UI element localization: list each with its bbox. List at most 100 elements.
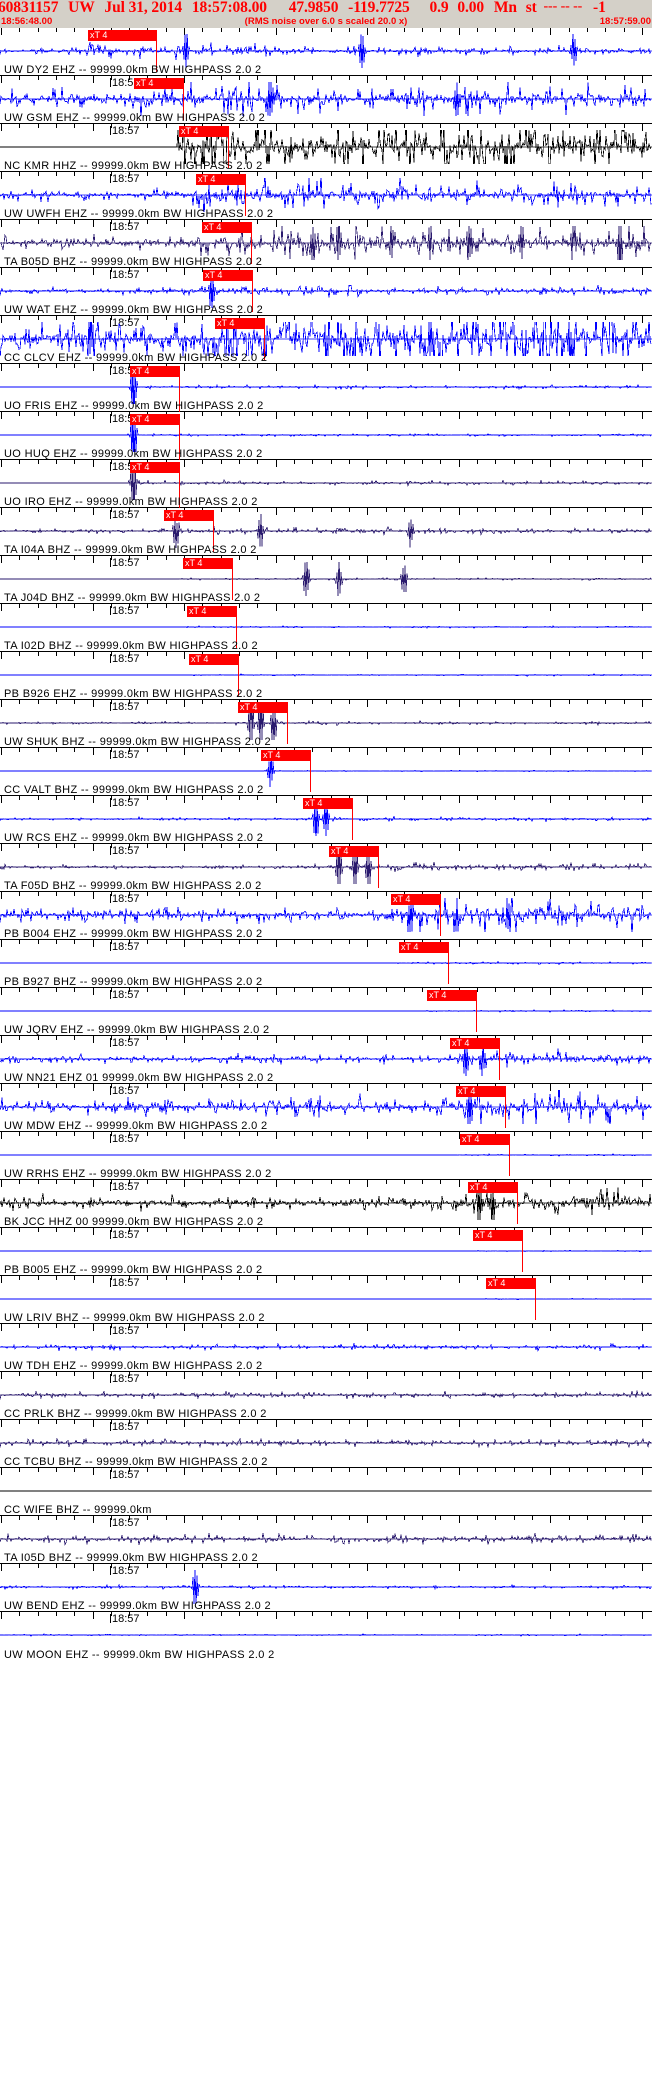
p-arrival-marker[interactable]: xT 4 [391, 894, 440, 905]
p-arrival-marker[interactable]: xT 4 [329, 846, 378, 857]
trace-row[interactable]: 18:57 UW TDH EHZ -- 99999.0km BW HIGHPASS… [0, 1324, 652, 1372]
p-arrival-marker[interactable]: xT 4 [134, 78, 183, 89]
time-tick [550, 508, 551, 515]
trace-row[interactable]: 18:57 xT 4 PB B926 EHZ -- 99999.0km BW HIG… [0, 652, 652, 700]
trace-row[interactable]: 18:57 xT 4 UW NN21 EHZ 01 99999.0km BW HIG… [0, 1036, 652, 1084]
trace-row[interactable]: 18:57 xT 4 TA I02D BHZ -- 99999.0km BW HIG… [0, 604, 652, 652]
trace-row[interactable]: 18:57 xT 4 UW MDW EHZ -- 99999.0km BW HIGH… [0, 1084, 652, 1132]
p-arrival-line [183, 78, 184, 120]
time-tick [93, 1276, 94, 1283]
time-tick [440, 1276, 441, 1280]
time-tick [74, 364, 75, 368]
time-tick [349, 172, 350, 176]
p-arrival-marker[interactable]: xT 4 [183, 558, 232, 569]
trace-row[interactable]: 18:57 xT 4 PB B005 EHZ -- 99999.0km BW HIG… [0, 1228, 652, 1276]
minute-tick-text: 18:57 [112, 1277, 140, 1289]
trace-row[interactable]: 18:57 UW MOON EHZ -- 99999.0km BW HIGHPAS… [0, 1612, 652, 1660]
time-tick [129, 1372, 130, 1376]
time-tick [257, 1036, 258, 1040]
trace-row[interactable]: 18:57 xT 4 UW SHUK BHZ -- 99999.0km BW HIG… [0, 700, 652, 748]
time-tick [276, 1036, 277, 1043]
p-arrival-marker[interactable]: xT 4 [196, 174, 245, 185]
p-arrival-marker[interactable]: xT 4 [130, 414, 179, 425]
time-tick [257, 748, 258, 752]
time-tick [74, 1036, 75, 1040]
trace-row[interactable]: 18:57 UW BEND EHZ -- 99999.0km BW HIGHPAS… [0, 1564, 652, 1612]
time-tick [221, 1468, 222, 1472]
time-tick [587, 556, 588, 560]
trace-row[interactable]: 18:57 TA I05D BHZ -- 99999.0km BW HIGHPAS… [0, 1516, 652, 1564]
p-arrival-marker[interactable]: xT 4 [238, 702, 287, 713]
p-arrival-marker[interactable]: xT 4 [130, 366, 179, 377]
trace-row[interactable]: 18:57 CC PRLK BHZ -- 99999.0km BW HIGHPAS… [0, 1372, 652, 1420]
p-arrival-marker[interactable]: xT 4 [399, 942, 448, 953]
p-arrival-marker[interactable]: xT 4 [261, 750, 310, 761]
trace-row[interactable]: 18:57 xT 4 UW RRHS EHZ -- 99999.0km BW HIG… [0, 1132, 652, 1180]
trace-row[interactable]: 18:57 xT 4 UW LRIV BHZ -- 99999.0km BW HIG… [0, 1276, 652, 1324]
time-tick [221, 1372, 222, 1376]
time-tick [74, 1132, 75, 1136]
time-tick [624, 988, 625, 992]
p-arrival-marker[interactable]: xT 4 [164, 510, 213, 521]
trace-row[interactable]: 18:57 xT 4 UW RCS EHZ -- 99999.0km BW HIGH… [0, 796, 652, 844]
time-tick [624, 652, 625, 656]
trace-row[interactable]: 18:57 xT 4 UW JQRV EHZ -- 99999.0km BW HIG… [0, 988, 652, 1036]
trace-row[interactable]: 18:57 CC TCBU BHZ -- 99999.0km BW HIGHPAS… [0, 1420, 652, 1468]
p-arrival-marker[interactable]: xT 4 [215, 318, 264, 329]
time-tick [56, 1132, 57, 1136]
trace-row[interactable]: 18:57 xT 4 NC KMR HHZ -- 99999.0km BW HIGH… [0, 124, 652, 172]
p-arrival-marker[interactable]: xT 4 [189, 654, 238, 665]
time-tick [587, 124, 588, 128]
trace-row[interactable]: 18:57 xT 4 UW WAT EHZ -- 99999.0km BW HIGH… [0, 268, 652, 316]
trace-row[interactable]: 18:57 xT 4 UO IRO EHZ -- 99999.0km BW HIGH… [0, 460, 652, 508]
trace-row[interactable]: 18:57 xT 4 UO HUQ EHZ -- 99999.0km BW HIGH… [0, 412, 652, 460]
time-tick [312, 748, 313, 752]
trace-row[interactable]: 18:57 xT 4 CC VALT BHZ -- 99999.0km BW HIG… [0, 748, 652, 796]
trace-station-label: UW DY2 EHZ -- 99999.0km BW HIGHPASS 2.0 … [4, 64, 262, 76]
time-tick [166, 220, 167, 224]
p-arrival-marker[interactable]: xT 4 [187, 606, 236, 617]
p-arrival-marker[interactable]: xT 4 [203, 270, 252, 281]
p-arrival-marker[interactable]: xT 4 [202, 222, 251, 233]
time-axis-ticks [0, 1228, 652, 1235]
time-tick [587, 892, 588, 896]
p-arrival-marker[interactable]: xT 4 [473, 1230, 522, 1241]
trace-row[interactable]: 18:57 xT 4 PB B004 EHZ -- 99999.0km BW HIG… [0, 892, 652, 940]
trace-row[interactable]: 18:57 xT 4 TA J04D BHZ -- 99999.0km BW HIG… [0, 556, 652, 604]
p-arrival-marker[interactable]: xT 4 [303, 798, 352, 809]
trace-station-label: UW SHUK BHZ -- 99999.0km BW HIGHPASS 2.0… [4, 736, 271, 748]
time-tick [38, 364, 39, 368]
p-arrival-marker[interactable]: xT 4 [88, 30, 156, 41]
p-arrival-marker[interactable]: xT 4 [130, 462, 179, 473]
minute-tick-bar [110, 414, 111, 423]
trace-row[interactable]: 18:57 xT 4 TA F05D BHZ -- 99999.0km BW HIG… [0, 844, 652, 892]
time-tick [331, 28, 332, 32]
trace-row[interactable]: 18:57 xT 4 TA B05D BHZ -- 99999.0km BW HIG… [0, 220, 652, 268]
time-tick [1, 1516, 2, 1523]
trace-row[interactable]: 18:57 xT 4 BK JCC HHZ 00 99999.0km BW HIGH… [0, 1180, 652, 1228]
p-arrival-marker[interactable]: xT 4 [460, 1134, 509, 1145]
time-tick [587, 76, 588, 80]
p-arrival-marker[interactable]: xT 4 [179, 126, 228, 137]
trace-row[interactable]: 18:57 CC WIFE BHZ -- 99999.0km [0, 1468, 652, 1516]
trace-row[interactable]: 18:57 xT 4 TA I04A BHZ -- 99999.0km BW HIG… [0, 508, 652, 556]
trace-row[interactable]: 18:57 xT 4 CC CLCV EHZ -- 99999.0km BW HIG… [0, 316, 652, 364]
p-arrival-marker[interactable]: xT 4 [468, 1182, 517, 1193]
p-arrival-marker[interactable]: xT 4 [486, 1278, 535, 1289]
p-arrival-marker[interactable]: xT 4 [456, 1086, 505, 1097]
time-tick [495, 1468, 496, 1472]
time-tick [605, 1468, 606, 1472]
trace-row[interactable]: 18:57 xT 4 UO FRIS EHZ -- 99999.0km BW HIG… [0, 364, 652, 412]
p-arrival-marker[interactable]: xT 4 [450, 1038, 499, 1049]
time-tick [294, 892, 295, 896]
time-axis-ticks [0, 508, 652, 515]
time-tick [624, 460, 625, 464]
time-tick [587, 1276, 588, 1280]
time-tick [440, 1228, 441, 1232]
trace-row[interactable]: 18:57 xT 4 UW UWFH EHZ -- 99999.0km BW HIG… [0, 172, 652, 220]
p-arrival-marker[interactable]: xT 4 [427, 990, 476, 1001]
trace-row[interactable]: 18:57 xT 4 PB B927 BHZ -- 99999.0km BW HIG… [0, 940, 652, 988]
time-tick [477, 316, 478, 320]
trace-row[interactable]: 18:57 xT 4 UW GSM EHZ -- 99999.0km BW HIGH… [0, 76, 652, 124]
